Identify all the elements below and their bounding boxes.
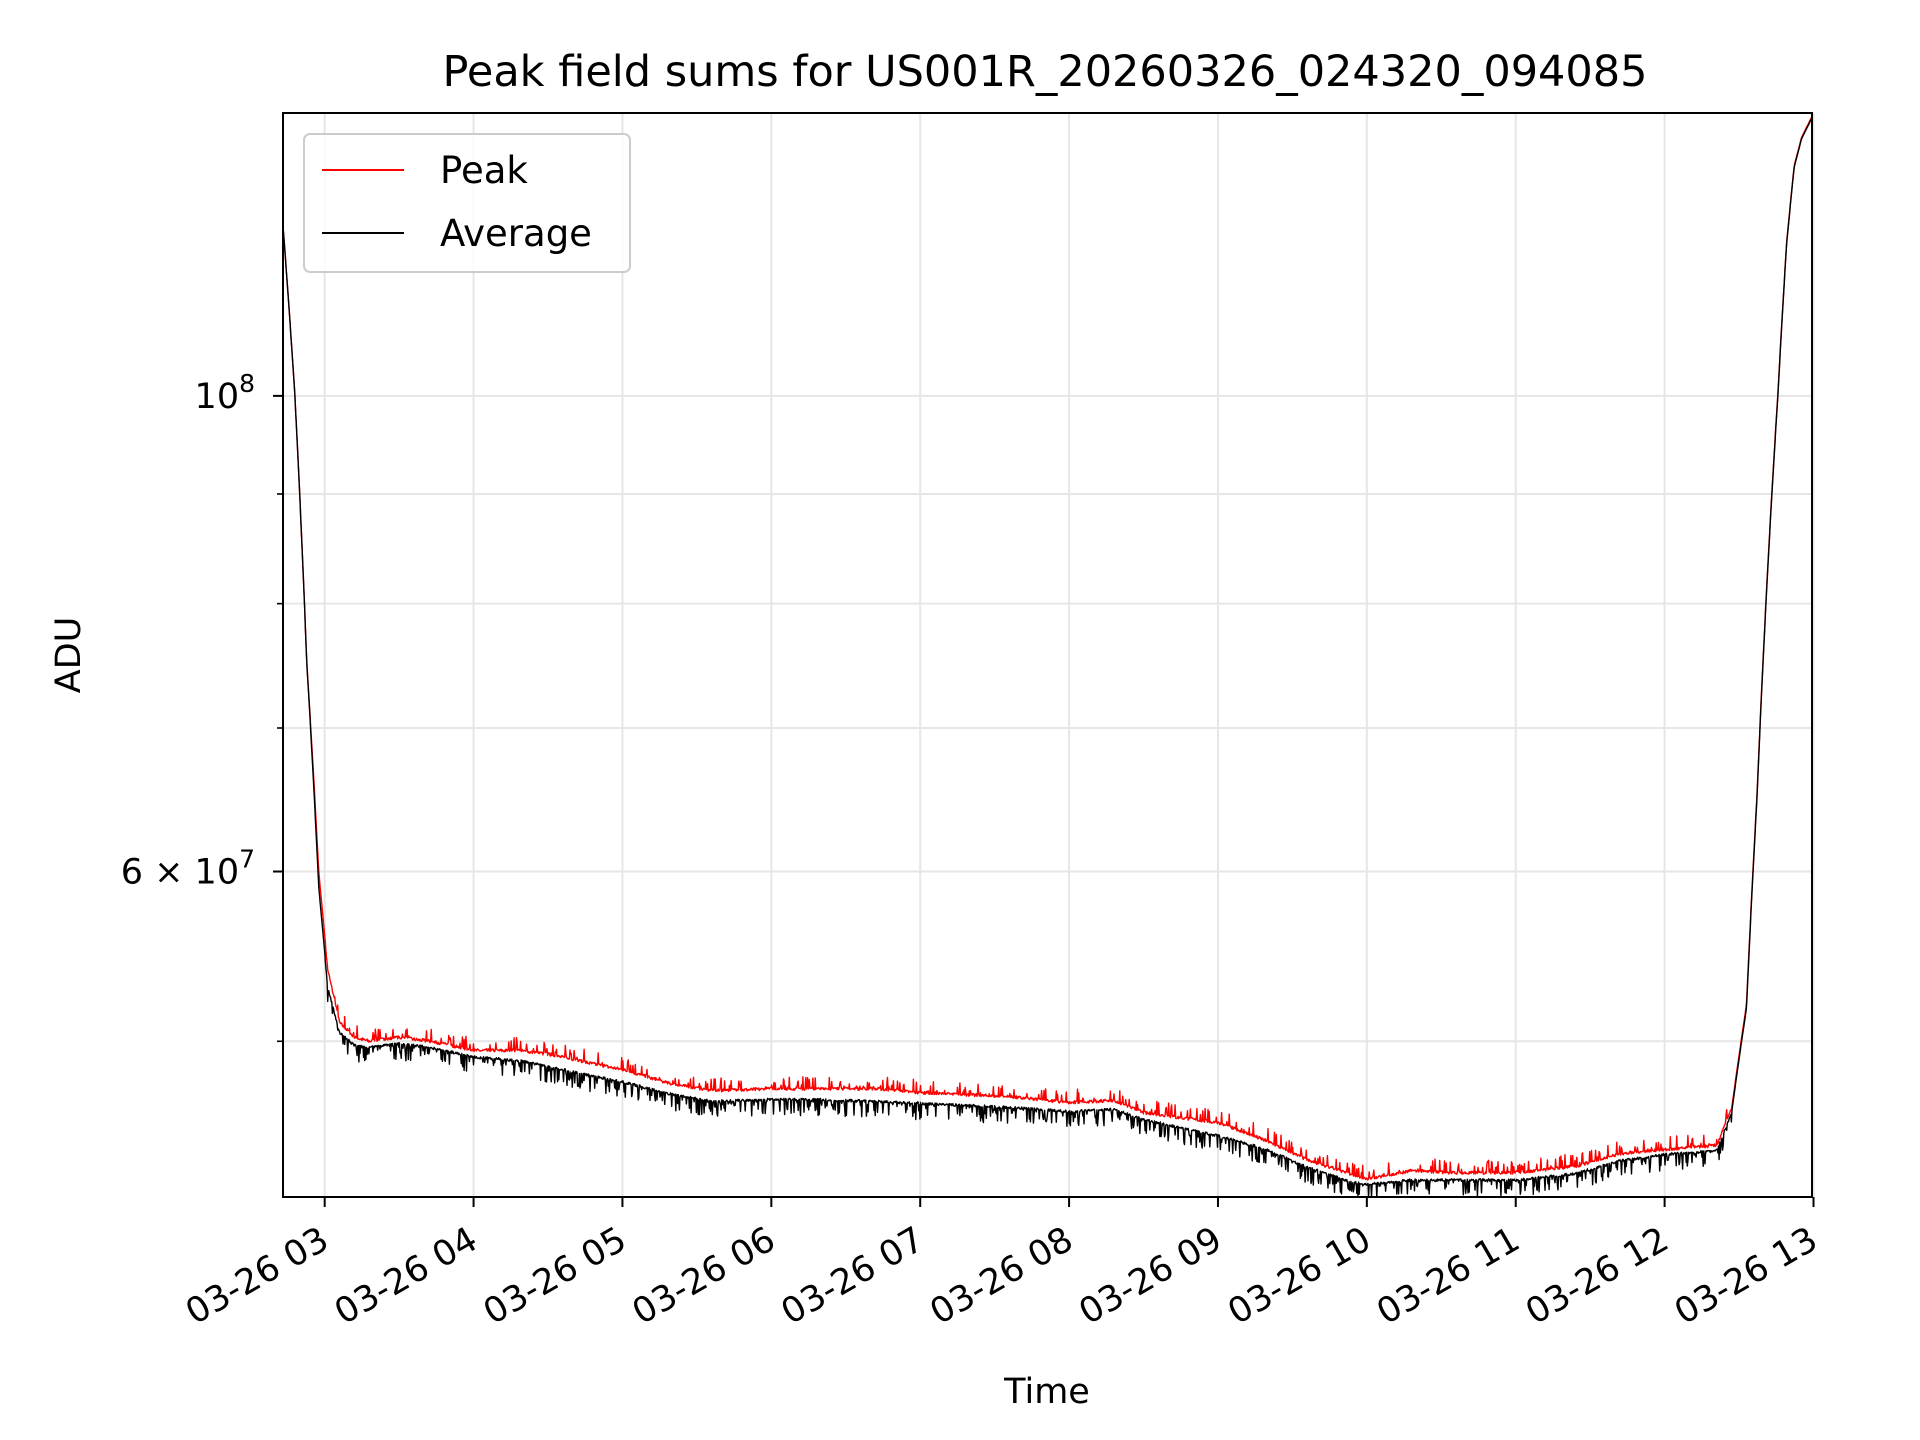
y-axis-label: ADU — [49, 617, 89, 694]
x-axis-label: Time — [1003, 1372, 1090, 1412]
y-axis-ticks: 108 6 × 107 — [121, 369, 283, 1043]
y-tick-label: 108 — [195, 369, 255, 417]
series-line-average — [283, 117, 1812, 1197]
grid-lines — [283, 113, 1815, 1197]
plot-frame — [282, 112, 1813, 1198]
legend-label-peak: Peak — [440, 149, 528, 192]
legend-label-average: Average — [440, 212, 592, 255]
chart-title: Peak field sums for US001R_20260326_0243… — [442, 47, 1647, 97]
series-line-peak — [283, 116, 1812, 1181]
legend: Peak Average — [303, 133, 631, 273]
y-tick-label: 6 × 107 — [121, 845, 255, 893]
legend-box — [303, 133, 631, 273]
series-layer — [283, 116, 1812, 1197]
